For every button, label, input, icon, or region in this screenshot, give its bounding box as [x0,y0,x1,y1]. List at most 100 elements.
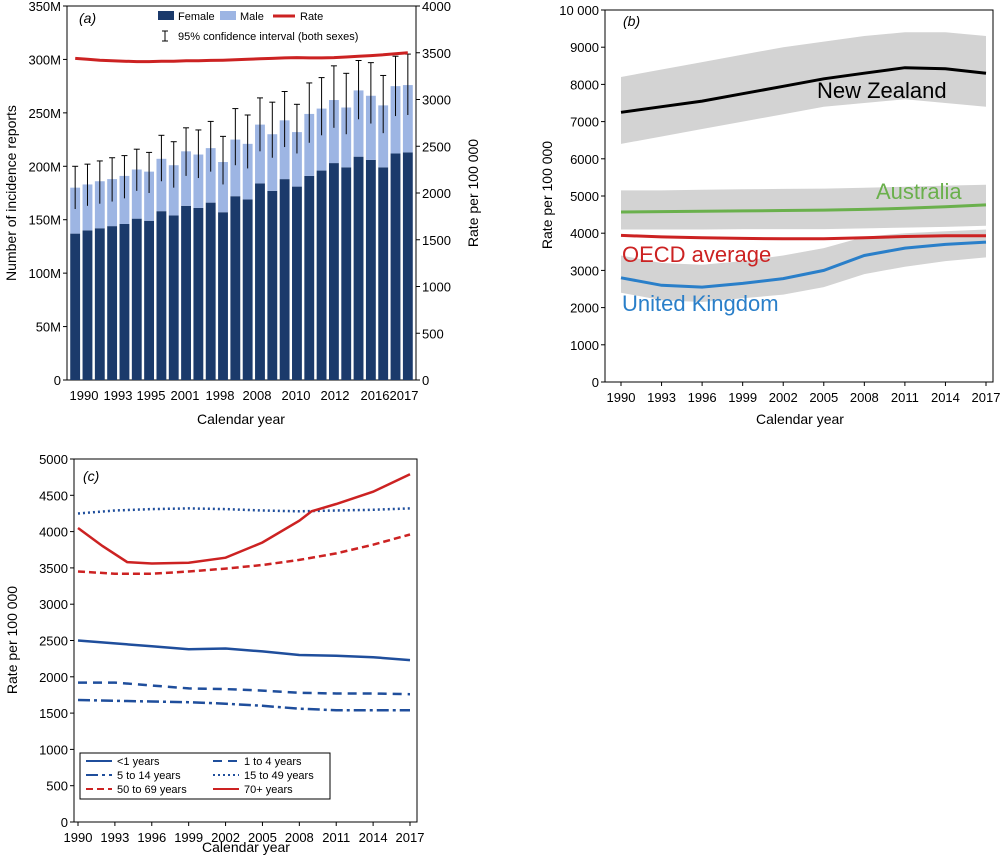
bar-male [168,165,179,216]
y-tick-label: 5000 [570,189,599,204]
y-tick-label: 10 000 [559,3,599,18]
x-tick-label: 1995 [137,388,166,403]
rate-line [75,51,408,64]
bar-male [390,86,401,154]
bar-female [230,196,241,380]
bar-female [255,183,265,380]
legend-swatch-female [158,11,174,20]
bar-female [94,228,105,380]
ci-band [621,32,986,144]
y2-tick-label: 3000 [422,93,451,108]
x-tick-label: 1993 [104,388,133,403]
y-tick-label: 7000 [570,115,599,130]
bar-male [119,175,130,224]
x-tick-label: 2014 [359,830,388,845]
legend-label: 15 to 49 years [244,770,314,782]
y-tick-label: 4000 [570,226,599,241]
y-tick-label: 1500 [39,706,68,721]
x-tick-label: 2016 [361,388,390,403]
y2-tick-label: 500 [422,326,444,341]
series-label: OECD average [622,242,771,267]
y-tick-label: 2500 [39,634,68,649]
x-axis-title: Calendar year [197,411,285,427]
bar-male [107,179,118,227]
series-label: Australia [876,179,962,204]
bar-female [402,152,413,380]
x-tick-label: 2008 [285,830,314,845]
y-tick-label: 500 [46,779,68,794]
y-tick-label: 4000 [39,525,68,540]
y-tick-label: 3000 [570,263,599,278]
x-tick-label: 1990 [64,830,93,845]
bar-female [131,218,142,380]
y-tick-label: 9000 [570,40,599,55]
y-tick-label: 3500 [39,561,68,576]
y-tick-label: 0 [592,375,599,390]
bar-male [402,85,413,153]
bar-male [181,151,191,206]
bar-female [353,156,364,380]
bar-male [267,134,278,191]
bar-female [279,179,290,380]
series-line [77,473,411,565]
bar-male [205,148,216,203]
panel-a-label: (a) [79,10,96,26]
series-line [620,240,987,289]
bar-female [378,167,389,380]
y2-tick-label: 2000 [422,186,451,201]
series-label: United Kingdom [622,291,779,316]
series-line [77,533,411,575]
x-tick-label: 2002 [211,830,240,845]
x-tick-label: 1990 [70,388,99,403]
x-tick-label: 2017 [972,390,1000,405]
panel-c-label: (c) [83,468,99,484]
y2-tick-label: 1500 [422,233,451,248]
y-tick-label: 6000 [570,152,599,167]
y-tick-label: 8000 [570,77,599,92]
y-axis-title: Number of incidence reports [3,105,19,281]
x-tick-label: 1999 [728,390,757,405]
y2-tick-label: 4000 [422,0,451,14]
x-tick-label: 2001 [171,388,200,403]
bar-male [255,124,265,184]
bar-female [365,159,376,380]
series-label: New Zealand [817,78,947,103]
bar-male [279,120,290,180]
x-tick-label: 2005 [248,830,277,845]
bar-male [304,113,315,176]
y-tick-label: 0 [54,373,61,388]
bar-male [328,100,339,164]
bar-male [94,181,105,229]
bar-female [292,186,302,380]
bar-female [218,212,228,380]
y2-tick-label: 2500 [422,139,451,154]
y-tick-label: 300M [28,52,61,67]
y2-tick-label: 1000 [422,280,451,295]
bar-female [144,220,155,380]
bar-female [156,211,167,380]
legend-label-female: Female [178,11,215,23]
series-line [77,639,411,662]
x-tick-label: 2008 [850,390,879,405]
y-tick-label: 5000 [39,452,68,467]
bar-male [144,171,155,221]
legend-box [79,752,331,800]
bar-female [168,215,179,380]
x-tick-label: 2017 [390,388,419,403]
ci-band [621,229,986,302]
bar-female [119,223,130,380]
y-tick-label: 50M [36,320,61,335]
series-line [620,203,987,214]
legend-label-rate: Rate [300,11,323,23]
x-tick-label: 1996 [688,390,717,405]
legend-label: <1 years [117,756,160,768]
bar-male [242,143,253,200]
bar-male [353,90,364,157]
y-tick-label: 3000 [39,597,68,612]
x-tick-label: 1993 [647,390,676,405]
y2-tick-label: 0 [422,373,429,388]
bar-male [341,107,352,168]
y-tick-label: 200M [28,159,61,174]
bar-female [107,226,118,380]
x-tick-label: 2017 [396,830,425,845]
